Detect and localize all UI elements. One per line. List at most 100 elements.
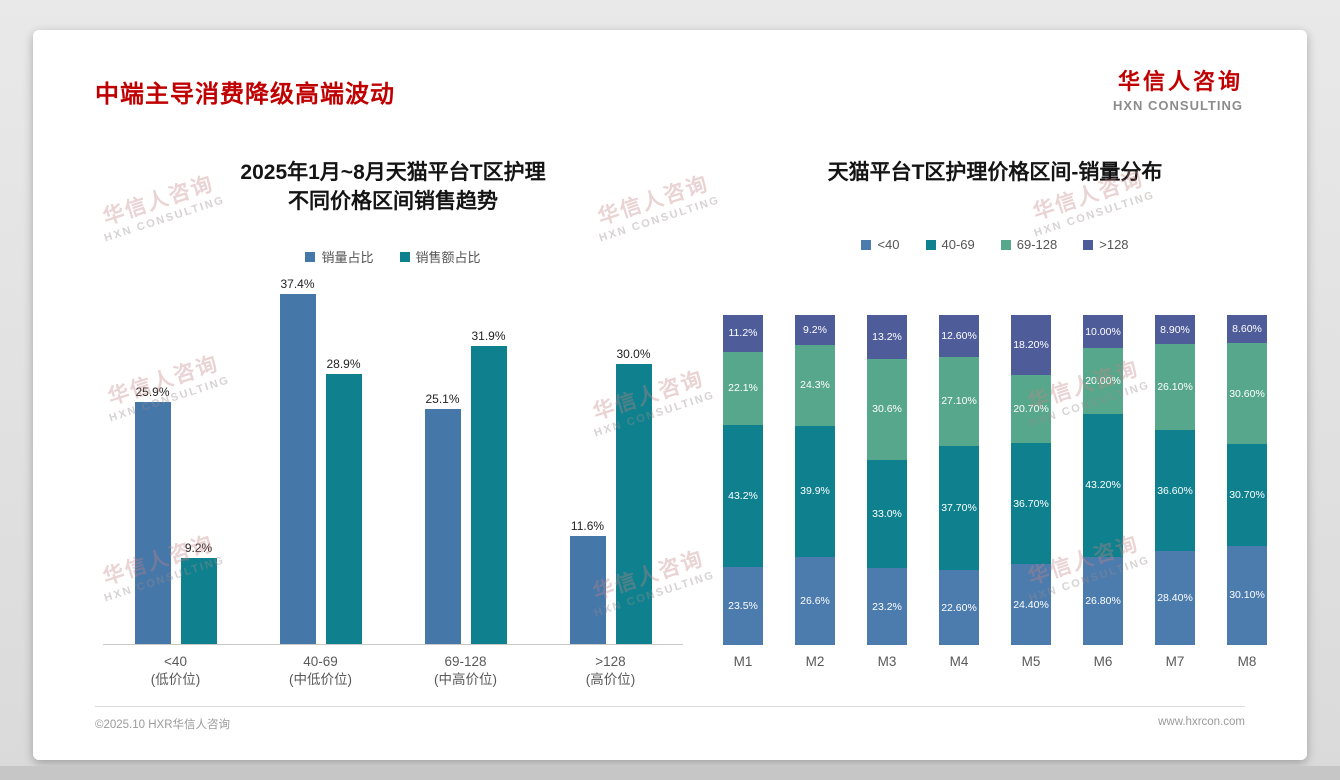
stacked-bar-chart: 天猫平台T区护理价格区间-销量分布 <40 40-69 69-128 >128 11.… [695,145,1295,710]
bar-segment: 23.2% [867,568,907,645]
legend-swatch-icon [1083,239,1094,250]
bar-segment: 27.10% [939,356,979,446]
bar-segment: 8.90% [1155,315,1195,345]
bar-group: 11.6% 30.0% [538,270,683,644]
segment-value-label: 36.70% [1013,497,1049,510]
bar-segment: 12.60% [939,315,979,357]
segment-value-label: 8.90% [1160,323,1190,336]
segment-value-label: 23.5% [728,600,758,613]
bar-value-label: 37.4% [280,277,315,292]
bar-segment: 26.80% [1083,556,1123,645]
bar-with-label: 25.1% [424,270,461,644]
bar-segment: 11.2% [723,315,763,352]
bar-segment: 24.3% [795,345,835,426]
segment-value-label: 30.70% [1229,488,1265,501]
segment-value-label: 20.00% [1085,375,1121,387]
bar-value-label: 25.1% [425,392,460,407]
segment-value-label: 11.2% [728,327,758,340]
bar-segment: 37.70% [939,446,979,571]
x-axis-label: 69-128 (中高价位) [393,653,538,689]
bar [569,535,606,644]
legend-swatch-icon [925,239,936,250]
footer-copyright: ©2025.10 HXR华信人咨询 [95,719,231,731]
bar-segment: 10.00% [1083,315,1123,348]
x-axis-label: M7 [1165,654,1185,669]
segment-value-label: 24.3% [800,379,830,392]
x-axis-label: M5 [1021,654,1041,669]
bar [615,363,652,644]
legend-swatch-icon [305,251,316,262]
stacked-bar: 18.20% 20.70% 36.70% 24.40% [1011,315,1051,645]
x-axis-label-main: 69-128 [444,654,487,669]
stacked-bar: 8.60% 30.60% 30.70% 30.10% [1227,315,1267,645]
x-axis-label: M1 [733,654,753,669]
bar-segment: 28.40% [1155,551,1195,645]
grouped-bar-chart: 2025年1月~8月天猫平台T区护理 不同价格区间销售趋势 销量占比 销售额占比 … [83,145,703,710]
segment-value-label: 23.2% [872,600,902,613]
chart-title-line: 天猫平台T区护理价格区间-销量分布 [827,161,1163,184]
bar-segment: 13.2% [867,315,907,359]
bar-segment: 36.60% [1155,430,1195,552]
bar-group: 37.4% 28.9% [248,270,393,644]
legend-item: >128 [1083,237,1129,252]
segment-value-label: 36.60% [1157,484,1193,497]
legend-label: 69-128 [1016,237,1058,252]
legend-label: 销售额占比 [415,250,481,265]
legend-swatch-icon [399,251,410,262]
logo: 华信人咨询 HXN CONSULTING [1113,64,1243,113]
segment-value-label: 33.0% [872,507,902,520]
bar [134,401,171,644]
bar-value-label: 9.2% [184,540,213,555]
legend-item: <40 [861,237,900,252]
bar-segment: 18.20% [1011,315,1051,376]
legend-label: >128 [1099,237,1129,252]
bar-segment: 30.60% [1227,343,1267,445]
bar-with-label: 11.6% [569,270,606,644]
x-axis-label: M3 [877,654,897,669]
bar-segment: 20.00% [1083,348,1123,414]
segment-value-label: 13.2% [872,330,902,343]
plot-area: 25.9% 9.2% 37.4% 28.9% 25.1% 31.9% 11.6% 30.0% [103,270,683,645]
segment-value-label: 30.6% [872,403,902,416]
x-axis-label-sub: (中低价位) [289,672,352,688]
bar-group: 25.9% 9.2% [103,270,248,644]
segment-value-label: 26.6% [800,595,830,608]
segment-value-label: 30.60% [1229,387,1265,400]
x-axis-label-sub: (高价位) [585,672,636,688]
logo-chinese-text: 华信人咨询 [1117,69,1243,94]
legend-label: <40 [877,237,900,252]
bar-segment: 43.20% [1083,414,1123,557]
bar-segment: 22.1% [723,351,763,425]
segment-value-label: 26.80% [1085,594,1121,607]
x-axis-label-main: >128 [595,654,626,669]
bar [424,409,461,644]
segment-value-label: 12.60% [941,329,977,342]
bar-segment: 24.40% [1011,564,1051,645]
footer: ©2025.10 HXR华信人咨询 www.hxrcon.com [95,716,1245,732]
legend-item: 销售额占比 [399,247,481,266]
bar-segment: 20.70% [1011,375,1051,444]
bar-segment: 33.0% [867,459,907,569]
bar [470,345,507,644]
legend-swatch-icon [1000,239,1011,250]
bar [180,557,217,644]
segment-value-label: 9.2% [803,324,827,337]
bar-with-label: 31.9% [470,270,507,644]
segment-value-label: 39.9% [800,485,830,498]
x-axis-label: M2 [805,654,825,669]
bar [279,294,316,644]
segment-value-label: 43.2% [728,490,758,503]
bar-value-label: 28.9% [326,356,361,371]
legend-item: 40-69 [925,237,975,252]
x-axis-label: >128 (高价位) [538,653,683,689]
bar-with-label: 30.0% [615,270,652,644]
segment-value-label: 37.70% [941,502,977,515]
bar-with-label: 25.9% [134,270,171,644]
x-axis-label: M8 [1237,654,1257,669]
segment-value-label: 22.1% [728,382,758,395]
x-axis-label: M6 [1093,654,1113,669]
x-axis-label-sub: (低价位) [150,672,201,688]
segment-value-label: 18.20% [1013,339,1049,352]
legend-label: 销量占比 [321,250,374,265]
segment-value-label: 10.00% [1085,325,1121,338]
